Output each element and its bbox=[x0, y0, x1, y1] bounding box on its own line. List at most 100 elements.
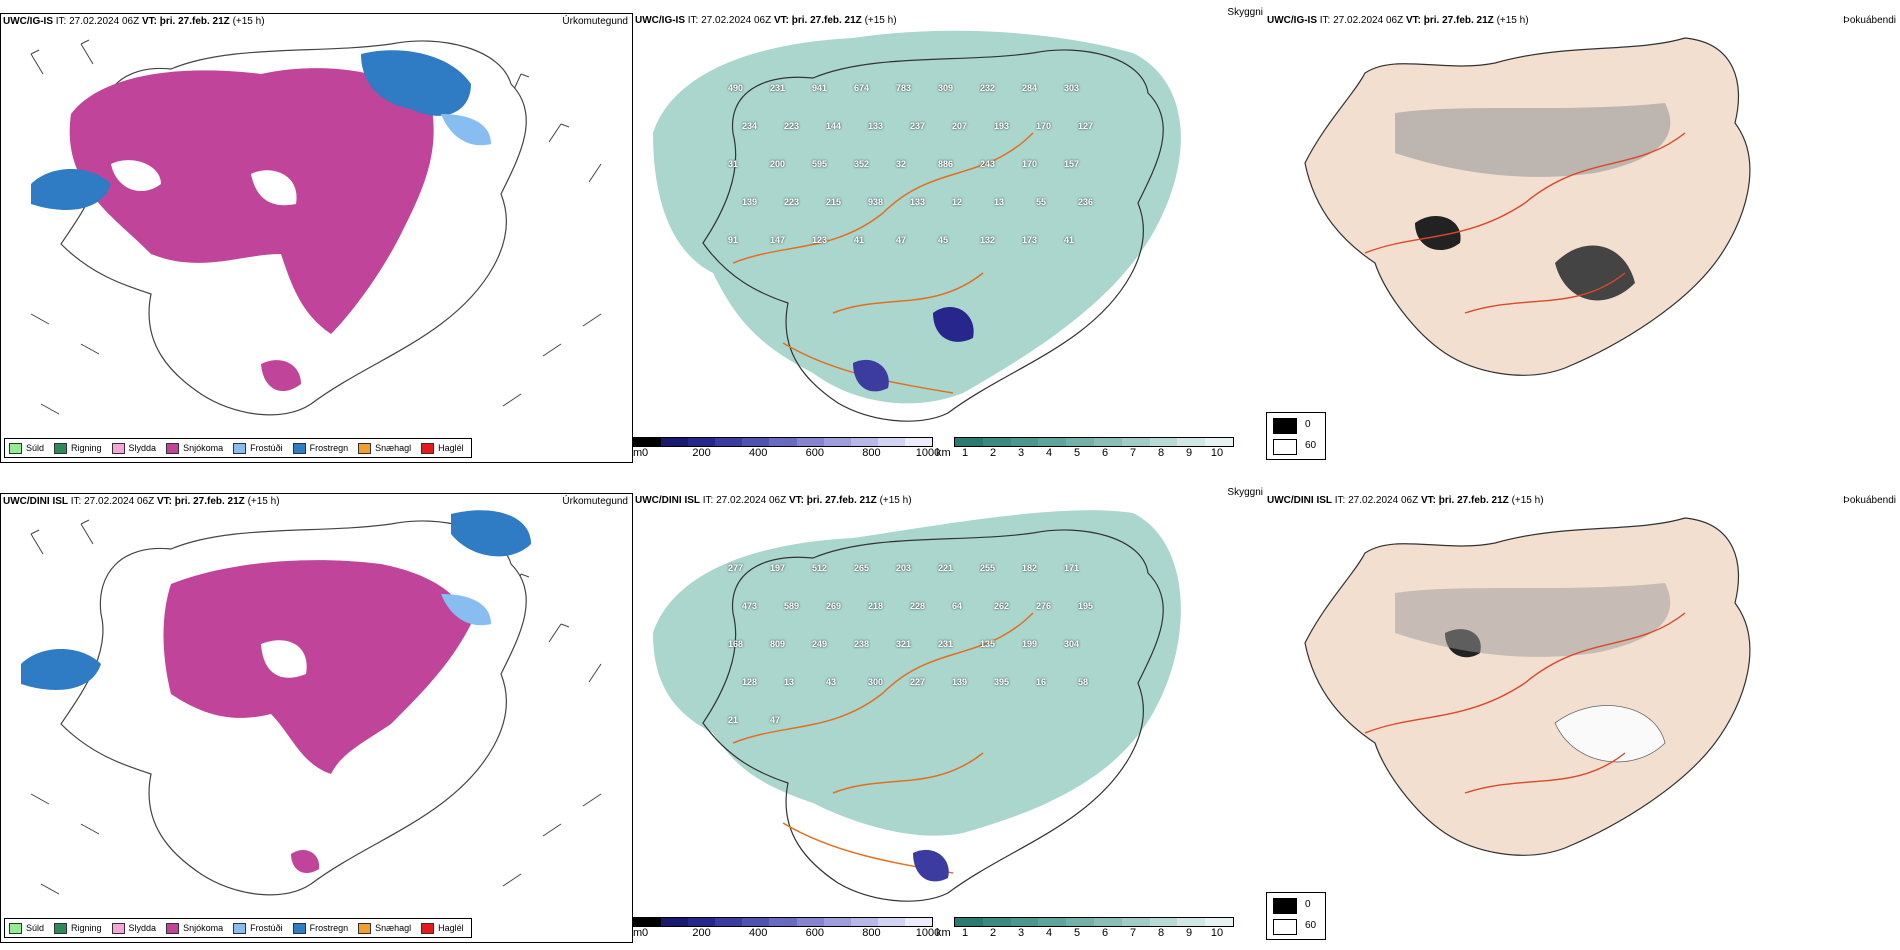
cloud-base-value: 133 bbox=[868, 121, 884, 131]
colorbar-tick-label: 0 bbox=[641, 447, 649, 459]
colorbar-segment bbox=[955, 438, 983, 446]
cloud-base-value: 199 bbox=[1022, 639, 1038, 649]
precip-legend-item: Súld bbox=[9, 442, 44, 454]
cloud-base-value: 147 bbox=[770, 235, 786, 245]
snow-area bbox=[69, 68, 434, 335]
cloud-base-value: 58 bbox=[1078, 677, 1089, 687]
panel-field-name: Þokuábendi bbox=[1843, 15, 1896, 26]
fog-legend-top: 0 60 bbox=[1266, 412, 1326, 460]
colorbar-segment bbox=[850, 918, 878, 926]
panel-field-name: Skyggni bbox=[1227, 7, 1263, 18]
ceiling-unit: m bbox=[633, 447, 643, 459]
legend-swatch bbox=[166, 442, 180, 454]
colorbar-segment bbox=[982, 918, 1011, 926]
fog-legend-swatch bbox=[1273, 439, 1297, 455]
snow-south bbox=[261, 360, 301, 392]
cloud-base-value: 284 bbox=[1022, 83, 1038, 93]
fog-panel-top: UWC/IG-IS IT: 27.02.2024 06Z VT: þri. 27… bbox=[1265, 13, 1900, 463]
low-ceiling-blob bbox=[913, 849, 949, 882]
legend-label: Frostúði bbox=[250, 443, 283, 453]
legend-swatch bbox=[421, 442, 435, 454]
colorbar-segment bbox=[877, 918, 905, 926]
colorbar-segment bbox=[634, 918, 662, 926]
colorbar-segment bbox=[715, 918, 743, 926]
cloud-base-value: 304 bbox=[1064, 639, 1080, 649]
cloud-panel-top: UWC/IG-IS IT: 27.02.2024 06Z VT: þri. 27… bbox=[633, 7, 1265, 463]
visibility-field bbox=[653, 510, 1181, 836]
precip-legend-item: Slydda bbox=[111, 442, 157, 454]
legend-swatch bbox=[292, 922, 306, 934]
cloud-base-value: 303 bbox=[1064, 83, 1080, 93]
cloud-base-value: 133 bbox=[910, 197, 926, 207]
cloud-base-value: 139 bbox=[742, 197, 758, 207]
legend-swatch bbox=[54, 442, 68, 454]
colorbar-segment bbox=[688, 918, 716, 926]
iceland-outline bbox=[702, 49, 1164, 422]
cloud-base-value: 352 bbox=[854, 159, 870, 169]
fog-white-area bbox=[1554, 705, 1666, 763]
fog-dark-1 bbox=[1415, 215, 1461, 251]
frostregn-area-west bbox=[31, 169, 111, 210]
cloud-base-value: 490 bbox=[728, 83, 744, 93]
colorbar-segment bbox=[904, 918, 933, 926]
colorbar-segment bbox=[1010, 438, 1039, 446]
legend-swatch bbox=[292, 442, 306, 454]
cloud-base-value: 157 bbox=[1064, 159, 1080, 169]
colorbar-segment bbox=[742, 438, 770, 446]
colorbar-tick-label: 5 bbox=[1073, 927, 1081, 939]
colorbar-tick-label: 3 bbox=[1017, 447, 1025, 459]
visibility-colorbar bbox=[954, 917, 1234, 927]
snow-south bbox=[291, 849, 320, 874]
legend-label: Slydda bbox=[128, 443, 157, 453]
colorbar-segment bbox=[955, 918, 983, 926]
panel-title: UWC/DINI ISL IT: 27.02.2024 06Z VT: þri.… bbox=[3, 496, 280, 507]
cloud-map-bottom bbox=[653, 510, 1181, 902]
precip-type-legend: Súld Rigning Slydda Snjókoma Frostúði Frostre… bbox=[4, 438, 472, 458]
colorbar-tick-label: 800 bbox=[862, 447, 881, 459]
legend-label: Frostregn bbox=[309, 923, 349, 933]
colorbar-segment bbox=[769, 918, 797, 926]
cloud-base-value: 207 bbox=[952, 121, 968, 131]
legend-label: Snæhagl bbox=[375, 923, 412, 933]
cloud-base-value: 395 bbox=[994, 677, 1010, 687]
fog-legend-label: 60 bbox=[1305, 440, 1317, 451]
legend-label: Rigning bbox=[71, 923, 102, 933]
colorbar-segment bbox=[1093, 918, 1122, 926]
cloud-base-value: 197 bbox=[770, 563, 786, 573]
cloud-base-value: 182 bbox=[1022, 563, 1038, 573]
precip-legend-item: Frostregn bbox=[292, 442, 348, 454]
rivers-roads bbox=[1364, 132, 1686, 314]
iceland-land bbox=[1304, 517, 1751, 856]
snow-area bbox=[163, 560, 471, 774]
cloud-base-value: 783 bbox=[896, 83, 912, 93]
legend-swatch bbox=[233, 442, 247, 454]
cloud-base-value: 231 bbox=[770, 83, 786, 93]
precip-legend-item: Frostúði bbox=[233, 442, 283, 454]
cloud-base-value: 91 bbox=[728, 235, 739, 245]
cloud-base-value: 173 bbox=[1022, 235, 1038, 245]
cloud-base-value: 32 bbox=[896, 159, 907, 169]
cloud-base-value: 309 bbox=[938, 83, 954, 93]
colorbar-tick-label: 8 bbox=[1157, 447, 1165, 459]
precip-legend-item: Frostúði bbox=[233, 922, 283, 934]
colorbar-tick-label: 5 bbox=[1073, 447, 1081, 459]
precip-legend-item: Súld bbox=[9, 922, 44, 934]
cloud-base-value: 64 bbox=[952, 601, 963, 611]
colorbar-segment bbox=[1121, 438, 1150, 446]
roads bbox=[732, 132, 1034, 394]
colorbar-segment bbox=[1038, 438, 1067, 446]
low-ceiling-blob-2 bbox=[853, 359, 889, 392]
cloud-base-value: 127 bbox=[1078, 121, 1094, 131]
cloud-base-value: 195 bbox=[1078, 601, 1094, 611]
cloud-base-value: 132 bbox=[980, 235, 996, 245]
fog-legend-label: 60 bbox=[1305, 920, 1317, 931]
panel-title: UWC/IG-IS IT: 27.02.2024 06Z VT: þri. 27… bbox=[635, 15, 897, 26]
fog-map-bottom bbox=[1304, 517, 1751, 856]
cloud-base-value: 512 bbox=[812, 563, 828, 573]
visibility-field bbox=[653, 30, 1181, 404]
frostregn-area-west bbox=[21, 649, 101, 690]
fog-legend-swatch bbox=[1273, 919, 1297, 935]
colorbar-segment bbox=[1149, 918, 1178, 926]
cloud-base-value: 269 bbox=[826, 601, 842, 611]
colorbar-tick-label: 1000 bbox=[915, 927, 941, 939]
